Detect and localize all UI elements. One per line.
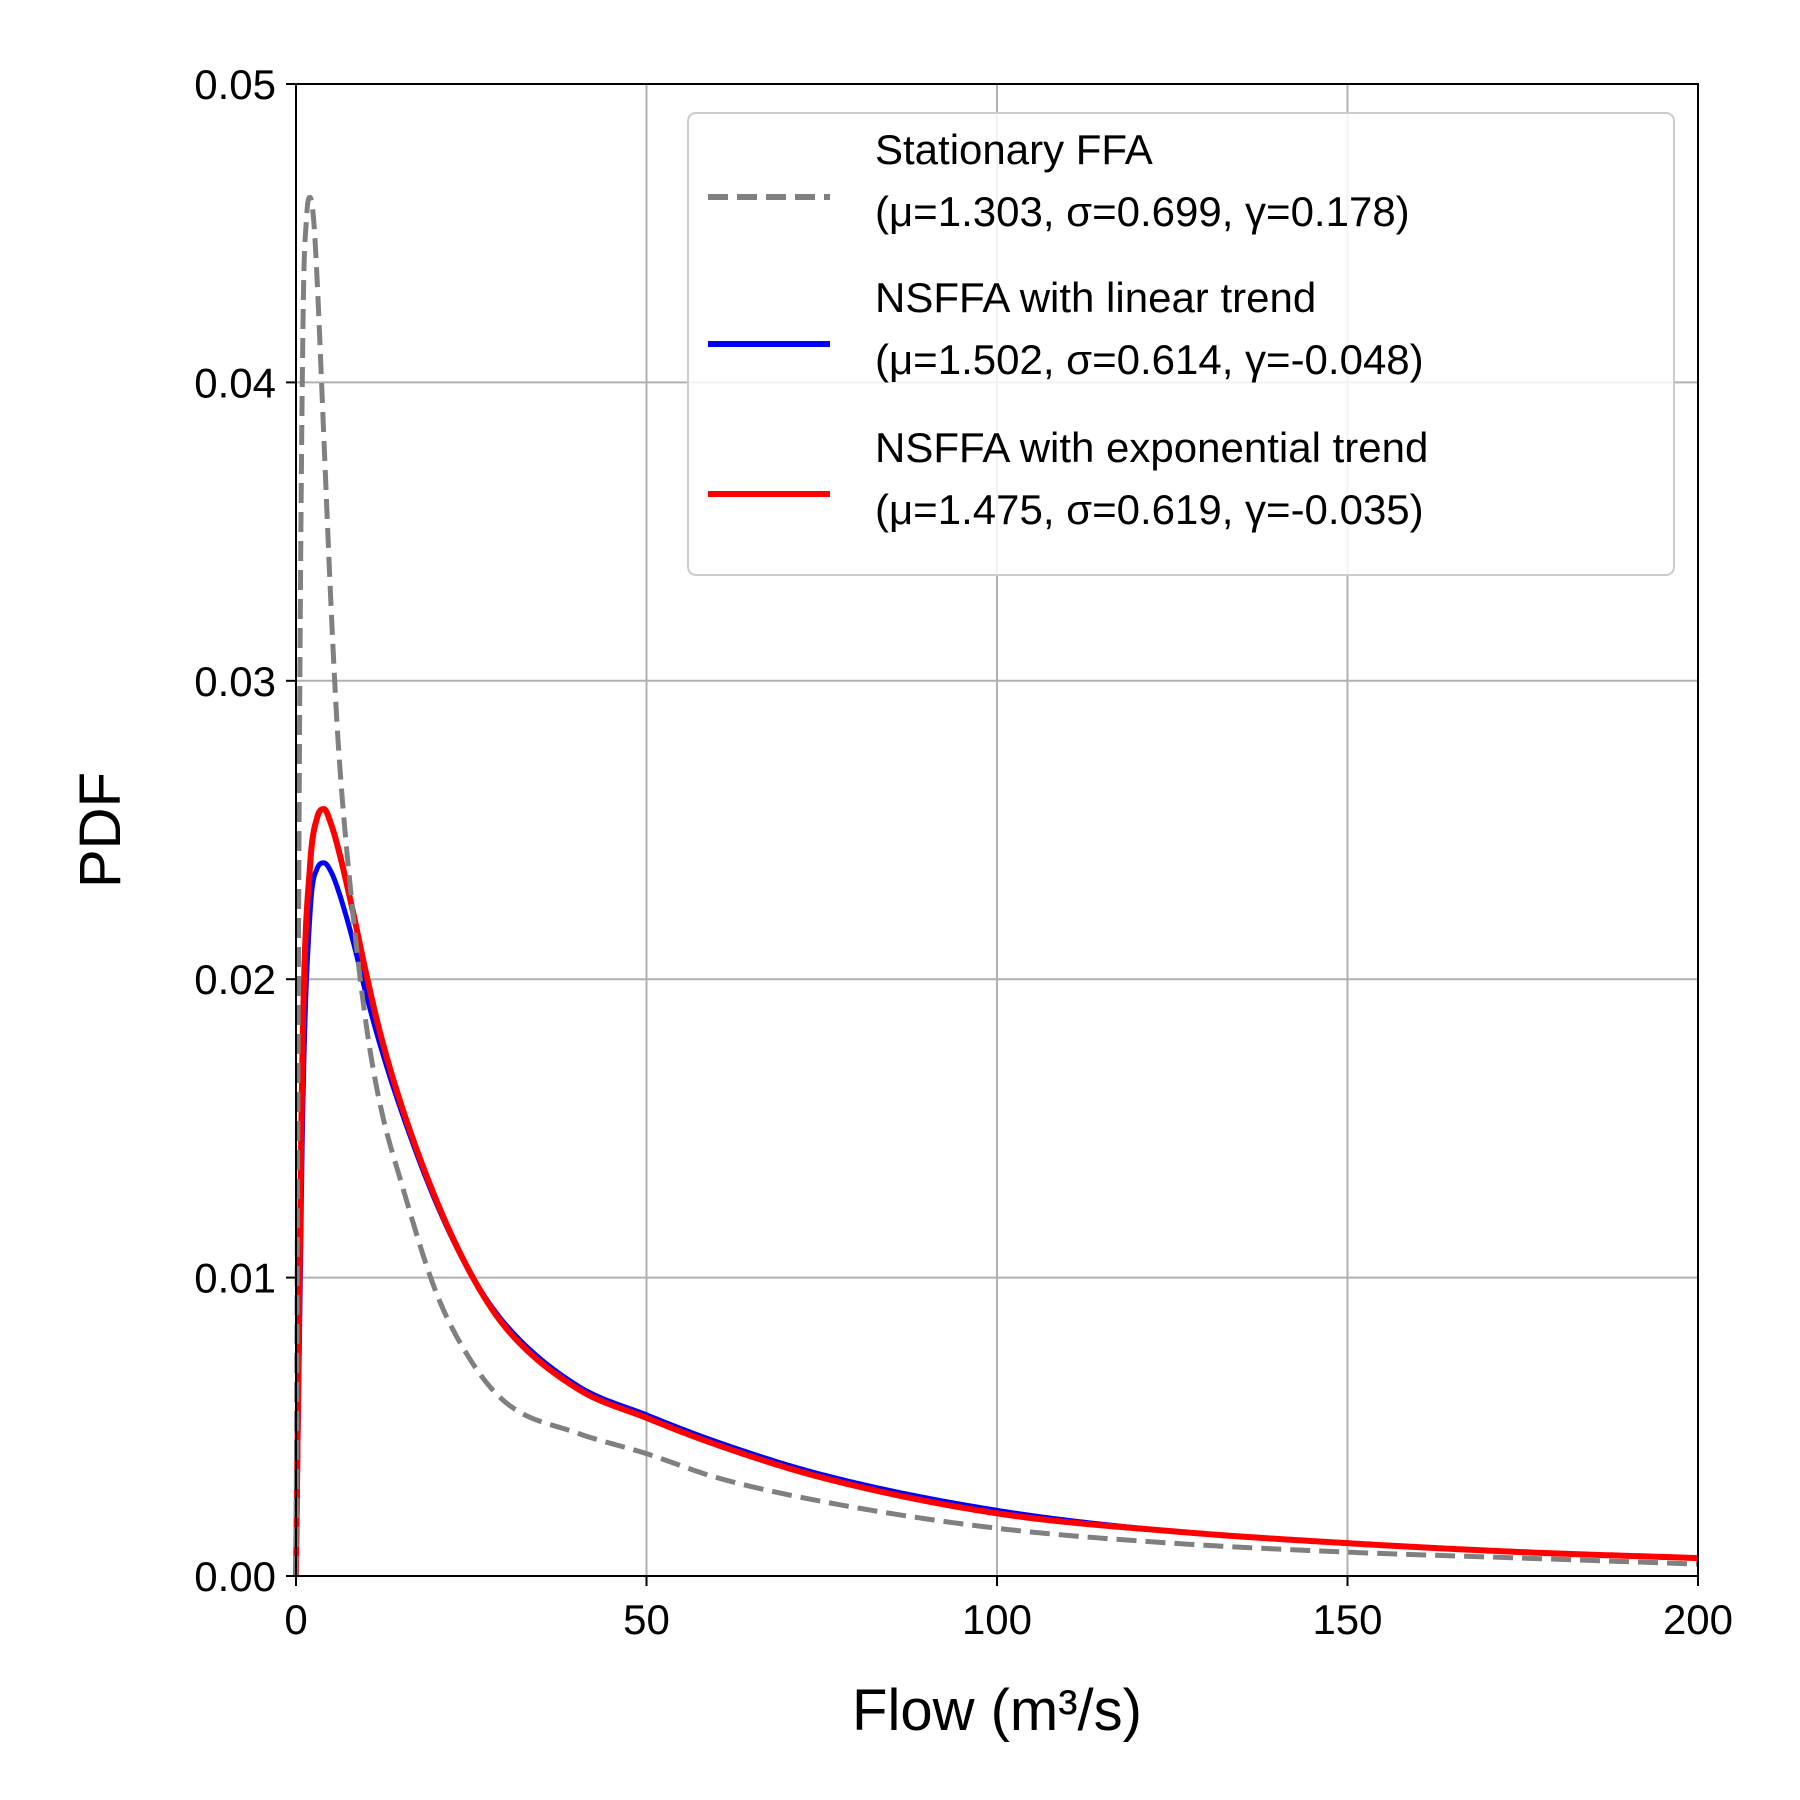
series-line-stationary-ffa	[293, 194, 1699, 1577]
legend-params: (μ=1.303, σ=0.699, γ=0.178)	[875, 188, 1410, 235]
y-tick-label: 0.00	[194, 1553, 276, 1600]
y-tick-label: 0.03	[194, 658, 276, 705]
x-tick-label: 50	[623, 1596, 670, 1643]
x-tick-label: 100	[962, 1596, 1032, 1643]
legend-label: NSFFA with linear trend	[875, 274, 1316, 321]
y-tick-label: 0.01	[194, 1255, 276, 1302]
x-tick-label: 0	[284, 1596, 307, 1643]
legend-box	[687, 112, 1675, 576]
legend-params: (μ=1.475, σ=0.619, γ=-0.035)	[875, 486, 1424, 533]
legend-label: Stationary FFA	[875, 126, 1153, 173]
series-line-nsffa-exponential	[293, 806, 1699, 1577]
legend-params: (μ=1.502, σ=0.614, γ=-0.048)	[875, 336, 1424, 383]
ticks: 0 50 100 150 200 0.00 0.01 0.02 0.03 0.04 0.05	[194, 61, 1733, 1643]
legend: Stationary FFA (μ=1.303, σ=0.699, γ=0.178…	[687, 112, 1675, 576]
y-tick-label: 0.02	[194, 956, 276, 1003]
y-axis-title: PDF	[68, 772, 133, 888]
x-axis-title: Flow (m³/s)	[852, 1678, 1142, 1743]
y-tick-label: 0.04	[194, 359, 276, 406]
legend-label: NSFFA with exponential trend	[875, 424, 1428, 471]
x-tick-label: 200	[1663, 1596, 1733, 1643]
y-tick-label: 0.05	[194, 61, 276, 108]
series-layer	[293, 194, 1699, 1577]
x-tick-label: 150	[1312, 1596, 1382, 1643]
